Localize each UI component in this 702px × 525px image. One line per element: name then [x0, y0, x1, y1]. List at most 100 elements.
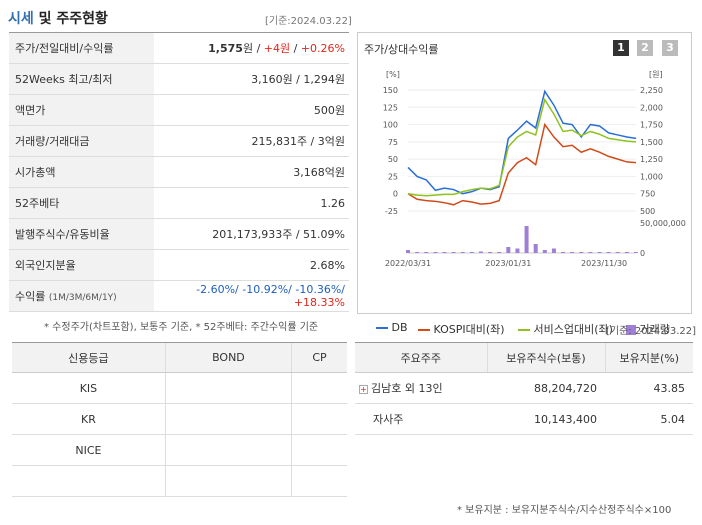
- quote-value: 1.26: [154, 187, 349, 219]
- quote-value: 2.68%: [154, 249, 349, 281]
- table-row: KR: [12, 403, 347, 435]
- table-row: + 김남호 외 13인 88,204,720 43.85: [355, 372, 693, 404]
- right-axis-unit: [원]: [649, 70, 663, 79]
- quote-value: 215,831주 / 3억원: [154, 125, 349, 157]
- holder-pct: 5.04: [605, 403, 693, 435]
- table-row: KIS: [12, 372, 347, 404]
- right-tick-label: 1,250: [640, 155, 663, 164]
- chart-page-3-button[interactable]: 3: [662, 40, 678, 56]
- left-tick-label: 25: [388, 172, 398, 181]
- expand-icon[interactable]: +: [359, 384, 368, 394]
- bond-rating: [164, 465, 292, 497]
- quote-value: -2.60%/ -10.92%/ -10.36%/ +18.33%: [154, 280, 349, 312]
- x-tick-label: 2023/11/30: [581, 259, 627, 268]
- quote-row: 시가총액 3,168억원: [9, 156, 349, 188]
- agency: NICE: [12, 434, 166, 466]
- quote-label: 수익률 (1M/3M/6M/1Y): [9, 280, 154, 312]
- quote-row: 수익률 (1M/3M/6M/1Y) -2.60%/ -10.92%/ -10.3…: [9, 280, 349, 312]
- legend-volume: 거래량: [626, 321, 670, 337]
- quote-label: 52주베타: [9, 187, 154, 219]
- return-6m: -10.36%/: [295, 283, 345, 296]
- holder-name: 김남호 외 13인: [371, 382, 443, 395]
- pct-header: 보유지분(%): [604, 342, 693, 373]
- volume-bar: [624, 252, 629, 253]
- volume-bar: [478, 251, 483, 253]
- chart-page-1-button[interactable]: 1: [613, 40, 629, 56]
- quote-table: 주가/전일대비/수익률 1,575원 / +4원 / +0.26% 52Week…: [9, 32, 349, 312]
- legend-db-label: DB: [391, 321, 408, 334]
- holder-header: 주요주주: [355, 342, 487, 373]
- volume-bar: [506, 247, 511, 253]
- page-title: 시세 및 주주현황: [8, 8, 108, 28]
- return-3m: -10.92%/: [242, 283, 292, 296]
- quote-row: 주가/전일대비/수익률 1,575원 / +4원 / +0.26%: [9, 32, 349, 64]
- cp-rating: [291, 434, 347, 466]
- volume-bar: [597, 252, 602, 253]
- returns-period: (1M/3M/6M/1Y): [48, 293, 117, 303]
- quote-label: 발행주식수/유동비율: [9, 218, 154, 250]
- x-tick-label: 2023/01/31: [485, 259, 531, 268]
- rating-header: 신용등급: [12, 342, 166, 373]
- x-tick-label: 2022/03/31: [385, 259, 431, 268]
- quote-label: 액면가: [9, 94, 154, 126]
- right-tick-label: 2,250: [640, 86, 663, 95]
- right-tick-label: 1,000: [640, 172, 663, 181]
- legend-db: DB: [376, 321, 408, 334]
- quote-row: 발행주식수/유동비율 201,173,933주 / 51.09%: [9, 218, 349, 250]
- volume-bar: [460, 252, 465, 253]
- agency: KR: [12, 403, 166, 435]
- base-date-2: [기준: 2024.03.22]: [606, 326, 697, 337]
- title-highlight: 시세: [8, 11, 34, 27]
- left-tick-label: 100: [383, 121, 398, 130]
- db-line: [407, 89, 637, 195]
- kospi-line: [407, 122, 637, 206]
- quote-label: 외국인지분율: [9, 249, 154, 281]
- volume-bar: [415, 252, 420, 253]
- volume-zero-label: 0: [640, 249, 645, 258]
- table-row: [12, 465, 347, 497]
- shares-header: 보유주식수(보통): [486, 342, 605, 373]
- volume-bar: [542, 250, 547, 253]
- volume-bar: [469, 252, 474, 253]
- quote-value: 1,575원 / +4원 / +0.26%: [154, 32, 349, 64]
- right-tick-label: 2,000: [640, 103, 663, 112]
- quote-value: 500원: [154, 94, 349, 126]
- right-tick-label: 1,500: [640, 138, 663, 147]
- returns-label: 수익률: [15, 290, 46, 303]
- quote-row: 액면가 500원: [9, 94, 349, 126]
- chart-page-2-button[interactable]: 2: [637, 40, 653, 56]
- legend-kospi-label: KOSPI대비(좌): [433, 323, 505, 336]
- volume-bar: [634, 252, 638, 253]
- volume-bar: [406, 250, 410, 253]
- holder-shares: 88,204,720: [487, 372, 605, 404]
- quote-row: 거래량/거래대금 215,831주 / 3억원: [9, 125, 349, 157]
- left-tick-label: -25: [385, 207, 398, 216]
- legend-kospi-swatch: [418, 329, 430, 331]
- left-tick-label: 150: [383, 86, 398, 95]
- quote-value: 201,173,933주 / 51.09%: [154, 218, 349, 250]
- credit-rating-table: 신용등급 BOND CP KIS KR NICE: [12, 342, 347, 497]
- table-row: NICE: [12, 434, 347, 466]
- volume-bar: [606, 252, 611, 253]
- bond-rating: [164, 403, 292, 435]
- price: 1,575: [208, 42, 243, 55]
- holder-shares: 10,143,400: [487, 403, 605, 435]
- return-1y: +18.33%: [293, 296, 345, 309]
- price-change: +4원: [263, 42, 291, 55]
- quote-value: 3,160원 / 1,294원: [154, 63, 349, 95]
- return-1m: -2.60%/: [196, 283, 239, 296]
- table-row: 자사주 10,143,400 5.04: [355, 403, 693, 435]
- chart-title: 주가/상대수익률: [364, 43, 439, 56]
- quote-label: 시가총액: [9, 156, 154, 188]
- price-unit: 원: [242, 42, 254, 55]
- quote-label: 52Weeks 최고/최저: [9, 63, 154, 95]
- volume-bar: [451, 252, 456, 253]
- volume-bar: [433, 252, 438, 253]
- legend-service: 서비스업대비(좌): [518, 321, 613, 337]
- holder-name-cell: + 김남호 외 13인: [355, 372, 487, 404]
- price-change-pct: +0.26%: [300, 42, 345, 55]
- left-tick-label: 0: [393, 190, 398, 199]
- title-rest: 및 주주현황: [33, 11, 108, 27]
- agency: [12, 465, 166, 497]
- volume-bar: [515, 248, 520, 253]
